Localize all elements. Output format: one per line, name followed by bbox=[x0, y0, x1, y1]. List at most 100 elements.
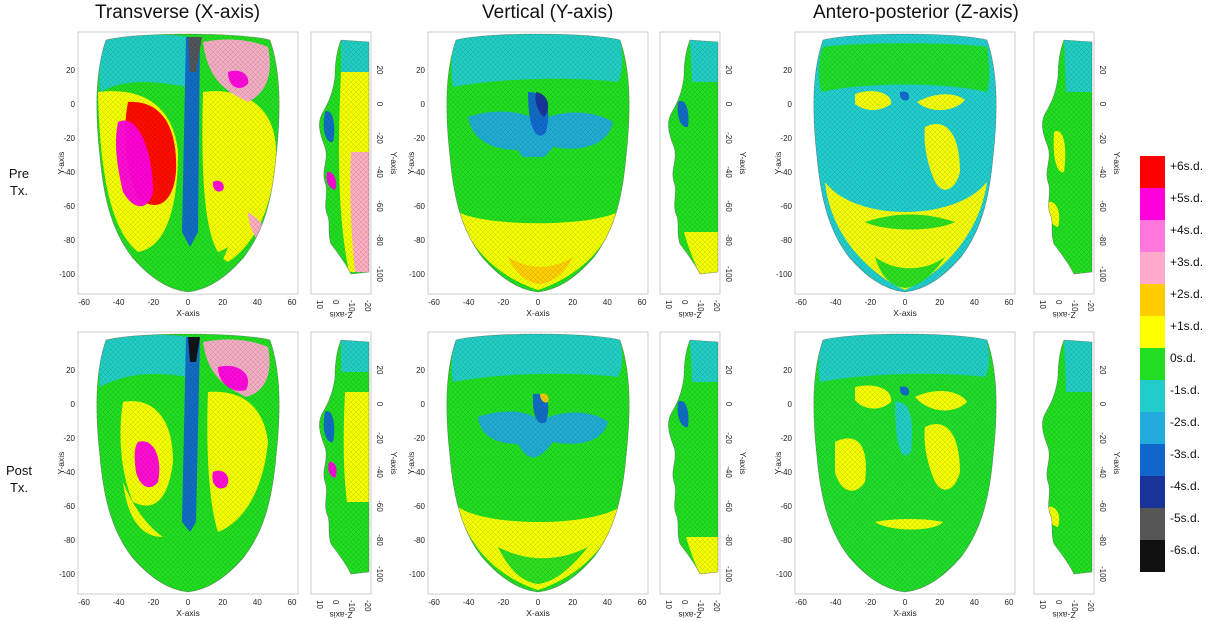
y-tick-label: 0 bbox=[1098, 102, 1107, 107]
side-panel-vertical-pre: 10 0 -10 -20 Z-axis 20 0 -20 -40 -60 -80 -100 Y-axis bbox=[640, 30, 748, 320]
side-panel-anteroposterior-pre-svg: 10 0 -10 -20 Z-axis 20 0 -20 -40 -60 -80 -100 Y-axis bbox=[1033, 31, 1122, 320]
y-axis-label: Y-axis bbox=[773, 452, 783, 475]
color-scale-legend bbox=[1140, 156, 1165, 572]
legend-label: -4s.d. bbox=[1170, 479, 1201, 493]
mesh-overlay bbox=[96, 34, 280, 292]
x-tick-label: 0 bbox=[903, 298, 908, 307]
legend-swatch bbox=[1140, 316, 1165, 348]
x-tick-label: 20 bbox=[568, 598, 577, 607]
x-tick-label: -40 bbox=[463, 298, 475, 307]
x-tick-label: 20 bbox=[218, 298, 227, 307]
mesh-overlay bbox=[668, 40, 718, 274]
y-tick-label: -40 bbox=[780, 168, 792, 177]
x-tick-label: -20 bbox=[363, 300, 372, 312]
x-tick-label: -60 bbox=[78, 298, 90, 307]
x-tick-label: -20 bbox=[148, 598, 160, 607]
y-tick-label: -20 bbox=[375, 432, 384, 444]
y-tick-label: -60 bbox=[375, 500, 384, 512]
y-tick-label: -80 bbox=[780, 536, 792, 545]
y-tick-label: -40 bbox=[413, 468, 425, 477]
y-tick-label: 0 bbox=[724, 102, 733, 107]
y-tick-label: -80 bbox=[63, 236, 75, 245]
y-tick-label: -20 bbox=[63, 434, 75, 443]
y-tick-label: -80 bbox=[724, 534, 733, 546]
front-panel-vertical-pre: -60 -40 -20 0 20 40 60 X-axis 20 0 -20 -40 -60 -80 -10… bbox=[406, 30, 676, 320]
y-tick-label: -100 bbox=[724, 266, 733, 283]
mesh-overlay bbox=[446, 34, 630, 292]
front-panel-anteroposterior-pre: -60 -40 -20 0 20 40 60 X-axis 20 0 -20 -40 -60 -80 -10… bbox=[773, 30, 1043, 320]
x-axis-label: Z-axis bbox=[329, 610, 352, 620]
x-tick-label: -20 bbox=[498, 298, 510, 307]
y-tick-label: 0 bbox=[1098, 402, 1107, 407]
face-outline bbox=[319, 339, 370, 575]
legend-swatch bbox=[1140, 412, 1165, 444]
y-tick-label: -20 bbox=[724, 132, 733, 144]
y-tick-label: -20 bbox=[375, 132, 384, 144]
face-outline bbox=[96, 333, 280, 593]
mesh-overlay bbox=[319, 40, 369, 274]
row-label-pre-line2: Tx. bbox=[9, 183, 29, 198]
legend-label: +4s.d. bbox=[1170, 223, 1204, 237]
x-tick-label: 0 bbox=[1054, 600, 1063, 605]
y-tick-label: -100 bbox=[776, 570, 793, 579]
y-tick-label: -60 bbox=[63, 202, 75, 211]
x-tick-label: -20 bbox=[865, 298, 877, 307]
x-tick-label: 10 bbox=[1038, 600, 1047, 609]
legend-swatch bbox=[1140, 476, 1165, 508]
front-panel-vertical-pre-svg: -60 -40 -20 0 20 40 60 X-axis 20 0 -20 -40 -60 -80 -10… bbox=[406, 31, 649, 318]
x-tick-label: -20 bbox=[865, 598, 877, 607]
y-tick-label: 20 bbox=[783, 66, 792, 75]
y-tick-label: -100 bbox=[59, 570, 76, 579]
x-tick-label: -20 bbox=[363, 600, 372, 612]
x-tick-label: -60 bbox=[795, 298, 807, 307]
x-tick-label: -40 bbox=[463, 598, 475, 607]
mesh-overlay bbox=[813, 334, 997, 592]
legend-swatch bbox=[1140, 380, 1165, 412]
x-tick-label: -20 bbox=[498, 598, 510, 607]
x-tick-label: -40 bbox=[830, 298, 842, 307]
x-tick-label: -60 bbox=[795, 598, 807, 607]
x-tick-label: -60 bbox=[428, 598, 440, 607]
y-tick-label: -60 bbox=[375, 200, 384, 212]
face-outline bbox=[813, 33, 997, 293]
y-tick-label: 0 bbox=[71, 400, 76, 409]
face-outline bbox=[668, 39, 719, 275]
x-tick-label: 0 bbox=[903, 598, 908, 607]
side-panel-transverse-pre: 10 0 -10 -20 Z-axis 20 0 -20 -40 -60 -80 -100 Y-axis bbox=[291, 30, 399, 320]
x-tick-label: -20 bbox=[148, 298, 160, 307]
x-tick-label: 40 bbox=[253, 598, 262, 607]
x-tick-label: 0 bbox=[186, 298, 191, 307]
x-tick-label: -10 bbox=[696, 300, 705, 312]
front-panel-vertical-post: -60 -40 -20 0 20 40 60 X-axis 20 0 -20 -40 -60 -80 -10… bbox=[406, 330, 676, 620]
y-tick-label: 0 bbox=[421, 100, 426, 109]
face-outline bbox=[446, 333, 630, 593]
y-tick-label: -60 bbox=[724, 200, 733, 212]
x-tick-label: 60 bbox=[1005, 298, 1014, 307]
y-tick-label: -20 bbox=[724, 432, 733, 444]
y-tick-label: 20 bbox=[416, 366, 425, 375]
y-axis-label: Y-axis bbox=[1112, 452, 1122, 475]
mesh-overlay bbox=[1042, 340, 1092, 574]
front-panel-anteroposterior-pre-svg: -60 -40 -20 0 20 40 60 X-axis 20 0 -20 -40 -60 -80 -10… bbox=[773, 31, 1016, 318]
y-axis-label: Y-axis bbox=[56, 452, 66, 475]
x-tick-label: -40 bbox=[113, 598, 125, 607]
x-tick-label: -60 bbox=[428, 298, 440, 307]
x-tick-label: 20 bbox=[218, 598, 227, 607]
y-tick-label: 20 bbox=[66, 66, 75, 75]
x-tick-label: 10 bbox=[315, 600, 324, 609]
y-tick-label: 20 bbox=[66, 366, 75, 375]
y-axis-label: Y-axis bbox=[389, 152, 399, 175]
legend-swatch bbox=[1140, 284, 1165, 316]
y-tick-label: 20 bbox=[724, 66, 733, 75]
x-tick-label: 0 bbox=[680, 300, 689, 305]
x-tick-label: -20 bbox=[1086, 300, 1095, 312]
y-tick-label: -40 bbox=[413, 168, 425, 177]
y-axis-label: Y-axis bbox=[406, 452, 416, 475]
y-tick-label: -20 bbox=[413, 134, 425, 143]
y-tick-label: 20 bbox=[375, 66, 384, 75]
y-tick-label: 20 bbox=[375, 366, 384, 375]
y-axis-label: Y-axis bbox=[56, 152, 66, 175]
y-tick-label: -40 bbox=[63, 468, 75, 477]
face-outline bbox=[668, 339, 719, 575]
y-tick-label: -100 bbox=[375, 566, 384, 583]
